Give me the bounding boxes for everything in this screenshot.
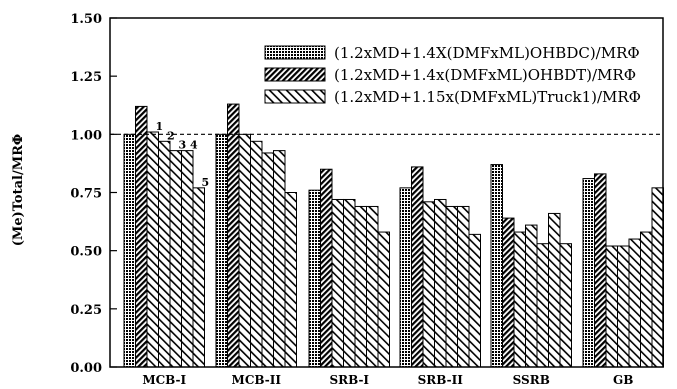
y-tick-label: 1.25 [70, 70, 102, 85]
bar-srb-ii-1 [399, 187, 412, 368]
legend-swatch-series-3 [264, 89, 326, 104]
bar-ssrb-3 [513, 231, 526, 368]
bar-ssrb-7 [559, 243, 572, 368]
bar-gb-3 [605, 245, 618, 368]
legend-label-series-2: (1.2xMD+1.4x(DMFxML)OHBDT)/MRΦ [334, 66, 636, 84]
bar-srb-i-3 [331, 198, 344, 368]
legend-label-series-1: (1.2xMD+1.4X(DMFxML)OHBDC)/MRΦ [334, 44, 640, 62]
bar-srb-i-5 [354, 205, 367, 368]
y-axis-label: (Me)Total/MRΦ [11, 134, 26, 246]
bar-annotations: 123 4 5 [156, 120, 210, 189]
y-tick-label: 1.50 [70, 12, 102, 27]
y-tick-label: 0.50 [70, 245, 102, 260]
bar-ssrb-4 [525, 224, 538, 368]
bar-mcb-ii-7 [284, 192, 297, 368]
bar-mcb-i-2 [135, 105, 148, 368]
bar-annotation-1: 1 [156, 120, 164, 133]
bar-gb-5 [628, 238, 641, 368]
y-tick-label: 0.25 [70, 303, 102, 318]
x-category-label: SRB-I [329, 373, 369, 387]
legend-swatch-series-2 [264, 67, 326, 82]
bar-srb-ii-6 [457, 205, 470, 368]
y-tick-label: 0.00 [70, 361, 102, 376]
bars [123, 103, 664, 368]
y-tick-label: 1.00 [70, 128, 102, 143]
bar-srb-i-2 [320, 168, 333, 368]
bar-mcb-i-4 [158, 140, 171, 368]
bar-mcb-ii-5 [261, 152, 274, 368]
bar-ssrb-2 [502, 217, 515, 368]
y-axis-ticks: 0.00 0.25 0.50 0.75 1.00 1.25 1.50 [70, 12, 117, 376]
bar-srb-ii-5 [445, 205, 458, 368]
bar-mcb-ii-1 [215, 133, 228, 368]
plot-frame [109, 17, 664, 368]
x-category-label: MCB-II [232, 373, 282, 387]
bar-gb-7 [651, 187, 664, 368]
bar-mcb-ii-3 [238, 133, 251, 368]
bar-gb-1 [582, 178, 595, 368]
bar-srb-ii-3 [422, 201, 435, 368]
bar-gb-4 [617, 245, 630, 368]
bar-srb-ii-2 [411, 166, 424, 368]
bar-srb-ii-4 [434, 198, 447, 368]
bar-annotation-3: 3 [179, 139, 187, 152]
bar-gb-2 [594, 173, 607, 368]
bar-mcb-ii-2 [227, 103, 240, 368]
bar-srb-ii-7 [468, 233, 481, 368]
bar-mcb-i-7 [192, 187, 205, 368]
bar-gb-6 [640, 231, 653, 368]
bar-srb-i-7 [377, 231, 390, 368]
bar-mcb-ii-6 [273, 150, 286, 368]
bar-srb-i-6 [366, 205, 379, 368]
legend: (1.2xMD+1.4X(DMFxML)OHBDC)/MRΦ (1.2xMD+1… [264, 44, 641, 106]
bar-mcb-i-6 [181, 150, 194, 368]
bar-ssrb-6 [548, 212, 561, 368]
x-axis-labels: MCB-I MCB-II SRB-I SRB-II SSRB GB [142, 373, 633, 387]
bar-annotation-5: 5 [202, 176, 210, 189]
bar-mcb-i-1 [123, 133, 136, 368]
bar-srb-i-1 [308, 189, 321, 368]
x-category-label: SRB-II [418, 373, 464, 387]
bar-annotation-2: 2 [167, 129, 175, 142]
x-category-label: GB [613, 373, 633, 387]
legend-swatch-series-1 [264, 45, 326, 60]
bar-ssrb-1 [490, 164, 503, 368]
legend-label-series-3: (1.2xMD+1.15x(DMFxML)Truck1)/MRΦ [334, 88, 641, 106]
bar-mcb-ii-4 [250, 140, 263, 368]
bar-ssrb-5 [536, 243, 549, 368]
bar-mcb-i-5 [169, 150, 182, 368]
x-category-label: SSRB [513, 373, 550, 387]
bar-mcb-i-3 [146, 131, 159, 368]
bar-srb-i-4 [343, 198, 356, 368]
x-category-label: MCB-I [142, 373, 186, 387]
y-tick-label: 0.75 [70, 187, 102, 202]
bar-annotation-4: 4 [190, 139, 198, 152]
